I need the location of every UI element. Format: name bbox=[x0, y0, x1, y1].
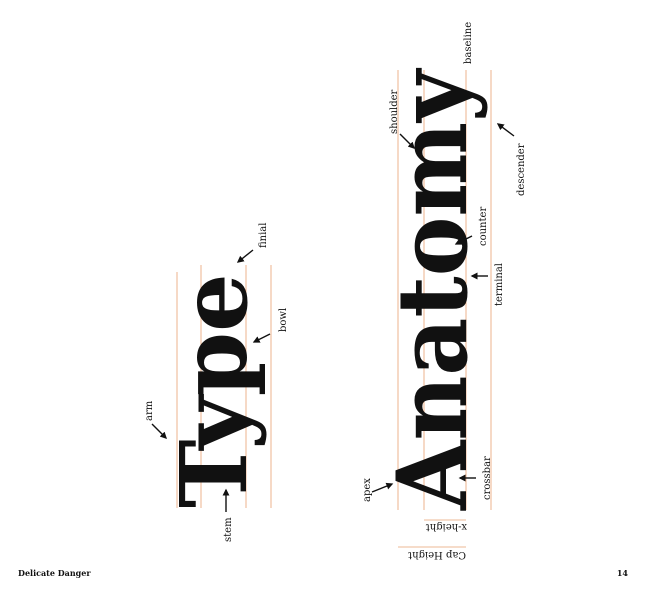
word-type: Type bbox=[160, 273, 268, 508]
label-baseline: baseline bbox=[463, 22, 474, 64]
label-descender: descender bbox=[516, 143, 527, 196]
page-number: 14 bbox=[616, 568, 628, 578]
arrow-arm bbox=[151, 423, 167, 439]
label-shoulder: shoulder bbox=[389, 89, 400, 134]
label-crossbar: crossbar bbox=[482, 456, 493, 500]
measure-x-height: x-height bbox=[424, 519, 467, 532]
label-terminal: terminal bbox=[494, 263, 505, 306]
label-stem: stem bbox=[223, 517, 234, 542]
arrow-counter bbox=[454, 235, 473, 245]
label-finial: finial bbox=[258, 223, 269, 248]
label-cap-height: Cap Height bbox=[408, 549, 466, 560]
label-apex: apex bbox=[362, 478, 373, 502]
label-x-height: x-height bbox=[426, 521, 467, 532]
label-bowl: bowl bbox=[278, 308, 289, 332]
measure-cap-height: Cap Height bbox=[398, 546, 466, 560]
arrow-bowl bbox=[252, 333, 271, 343]
footer-title: Delicate Danger bbox=[18, 568, 91, 578]
arrow-shoulder bbox=[399, 133, 415, 149]
arrow-descender bbox=[496, 123, 515, 137]
type-guide-lines bbox=[176, 265, 272, 508]
arrow-finial bbox=[236, 249, 254, 263]
annotation-arrows bbox=[151, 123, 515, 512]
arrow-apex bbox=[371, 482, 394, 493]
label-arm: arm bbox=[144, 400, 155, 421]
anatomy-guide-lines bbox=[397, 70, 492, 510]
label-counter: counter bbox=[478, 207, 489, 246]
word-anatomy: Anatomy bbox=[376, 67, 489, 511]
